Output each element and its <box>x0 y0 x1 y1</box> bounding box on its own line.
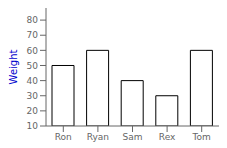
svg-text:Ron: Ron <box>55 132 72 142</box>
svg-text:50: 50 <box>27 61 39 71</box>
svg-text:Weight: Weight <box>8 50 19 85</box>
svg-text:70: 70 <box>27 30 39 40</box>
svg-text:Rex: Rex <box>159 132 176 142</box>
svg-text:Tom: Tom <box>192 132 211 142</box>
svg-text:Ryan: Ryan <box>87 132 109 142</box>
svg-text:Sam: Sam <box>123 132 143 142</box>
svg-text:10: 10 <box>27 121 39 131</box>
svg-text:20: 20 <box>27 106 39 116</box>
svg-text:30: 30 <box>27 91 39 101</box>
svg-text:60: 60 <box>27 46 39 56</box>
svg-text:40: 40 <box>27 76 39 86</box>
svg-text:80: 80 <box>27 15 39 25</box>
